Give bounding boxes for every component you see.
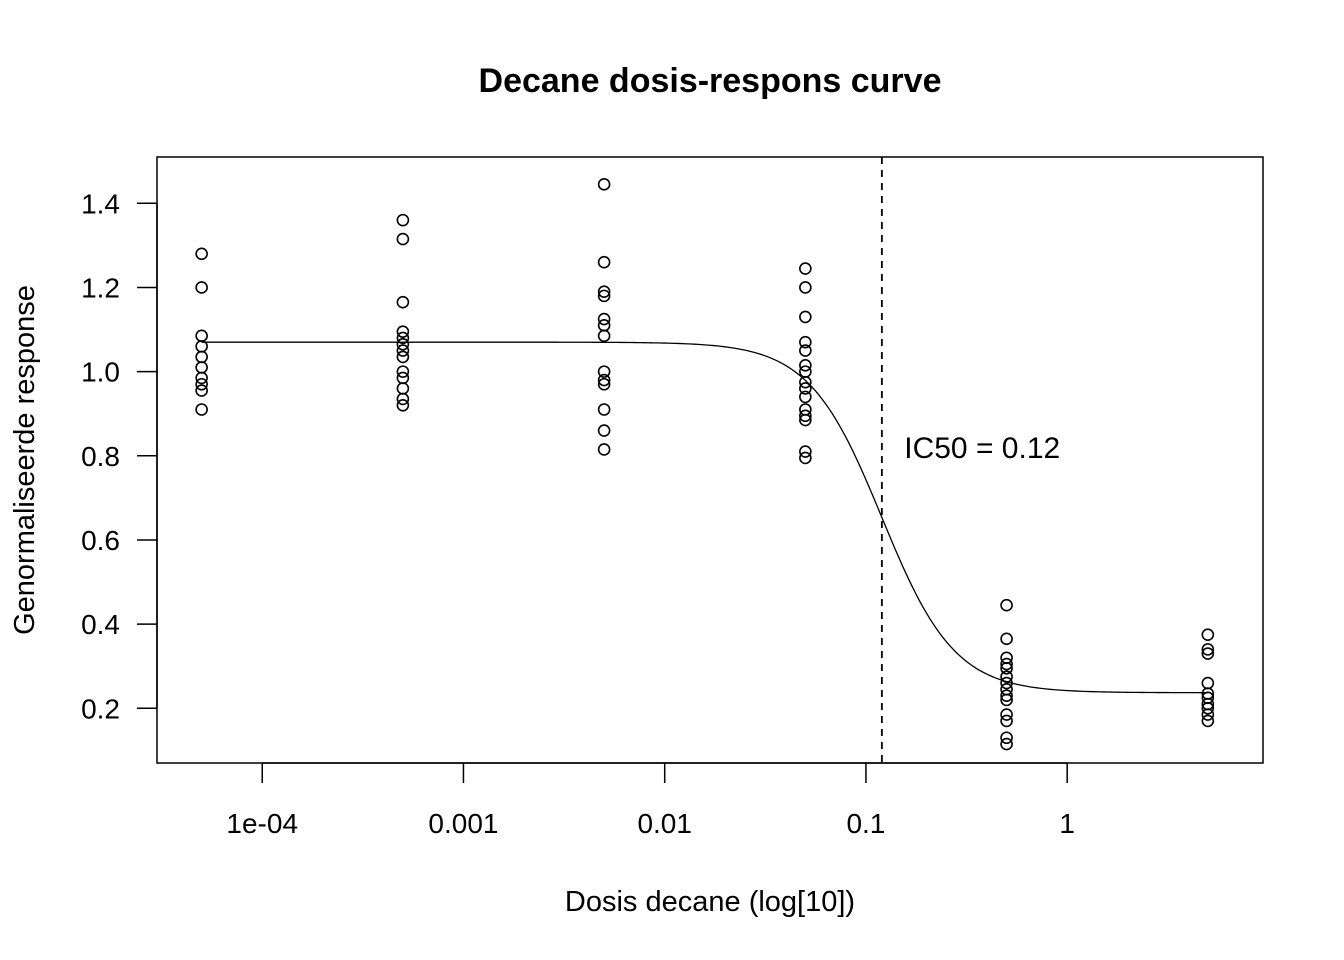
data-point (799, 382, 812, 395)
data-point (1000, 651, 1013, 665)
data-point (1201, 701, 1215, 715)
data-point (597, 285, 611, 298)
data-point (396, 295, 410, 309)
data-point (1000, 689, 1013, 702)
data-point (396, 213, 410, 227)
data-point (799, 365, 812, 378)
data-point (597, 319, 611, 332)
x-tick-label: 0.01 (637, 808, 692, 839)
chart-title: Decane dosis-respons curve (479, 62, 942, 100)
data-point (597, 178, 611, 191)
data-point (799, 262, 812, 275)
data-point (396, 392, 410, 406)
data-point (799, 344, 812, 357)
y-tick-label: 0.2 (81, 693, 120, 724)
data-point (1201, 643, 1215, 656)
data-point (1201, 628, 1215, 641)
x-tick-label: 1 (1059, 808, 1075, 839)
plot-frame (156, 156, 1264, 764)
data-point (799, 413, 812, 427)
data-point (396, 350, 410, 364)
x-tick-label: 0.1 (846, 808, 885, 839)
data-point (597, 289, 611, 303)
data-point (396, 365, 410, 378)
data-point (1000, 657, 1013, 671)
data-point (597, 312, 611, 326)
y-tick-label: 0.8 (81, 441, 120, 472)
data-point (799, 403, 812, 416)
data-point (396, 232, 410, 246)
data-point (597, 424, 611, 437)
data-point (195, 361, 208, 374)
data-point (799, 390, 812, 404)
data-point (597, 377, 611, 391)
data-point (195, 329, 208, 343)
data-point (799, 335, 812, 349)
data-point (195, 281, 208, 294)
fit-curve (201, 341, 1208, 694)
data-point (1000, 737, 1013, 751)
data-point (1000, 632, 1013, 646)
data-point (195, 377, 208, 391)
data-point (396, 331, 410, 345)
data-point (396, 337, 410, 351)
y-tick-label: 1.2 (81, 272, 120, 303)
data-point (597, 329, 611, 343)
y-tick-label: 1.0 (81, 357, 120, 388)
data-point (195, 350, 208, 364)
data-point (195, 371, 208, 385)
data-point (799, 375, 812, 389)
data-point (1201, 647, 1215, 660)
data-point (1201, 676, 1215, 690)
data-points (195, 178, 1215, 751)
data-point (1000, 731, 1013, 745)
data-point (1201, 714, 1215, 728)
y-tick-label: 0.4 (81, 609, 120, 640)
data-point (1201, 708, 1215, 721)
y-axis-label: Genormaliseerde response (9, 285, 41, 635)
data-point (799, 451, 812, 465)
data-point (1000, 708, 1013, 721)
data-point (597, 373, 611, 387)
data-point (597, 443, 611, 456)
data-point (195, 247, 208, 261)
data-point (396, 344, 410, 357)
data-point (1000, 683, 1013, 696)
data-point (396, 398, 410, 412)
x-axis-label: Dosis decane (log[10]) (565, 886, 855, 918)
y-axis: 0.2 0.4 0.6 0.8 1.0 1.2 1.4 (81, 188, 158, 724)
data-point (799, 359, 812, 372)
data-point (1000, 693, 1013, 707)
data-point (195, 384, 208, 397)
data-point (1000, 670, 1013, 684)
data-point (799, 409, 812, 423)
data-point (597, 403, 611, 416)
data-point (396, 382, 410, 395)
data-point (396, 325, 410, 338)
data-point (1000, 676, 1013, 690)
y-tick-label: 0.6 (81, 525, 120, 556)
data-point (1000, 598, 1013, 612)
x-tick-label: 0.001 (428, 808, 498, 839)
data-point (799, 310, 812, 324)
data-point (1000, 662, 1013, 675)
ic50-annotation: IC50 = 0.12 (904, 432, 1060, 465)
x-axis: 1e-04 0.001 0.01 0.1 1 (226, 762, 1075, 839)
x-tick-label: 1e-04 (226, 808, 298, 839)
y-tick-label: 1.4 (81, 188, 120, 219)
data-point (195, 403, 208, 416)
data-point (1000, 714, 1013, 728)
data-point (597, 365, 611, 378)
data-point (799, 281, 812, 294)
data-point (799, 445, 812, 458)
data-point (597, 255, 611, 269)
data-point (396, 371, 410, 385)
